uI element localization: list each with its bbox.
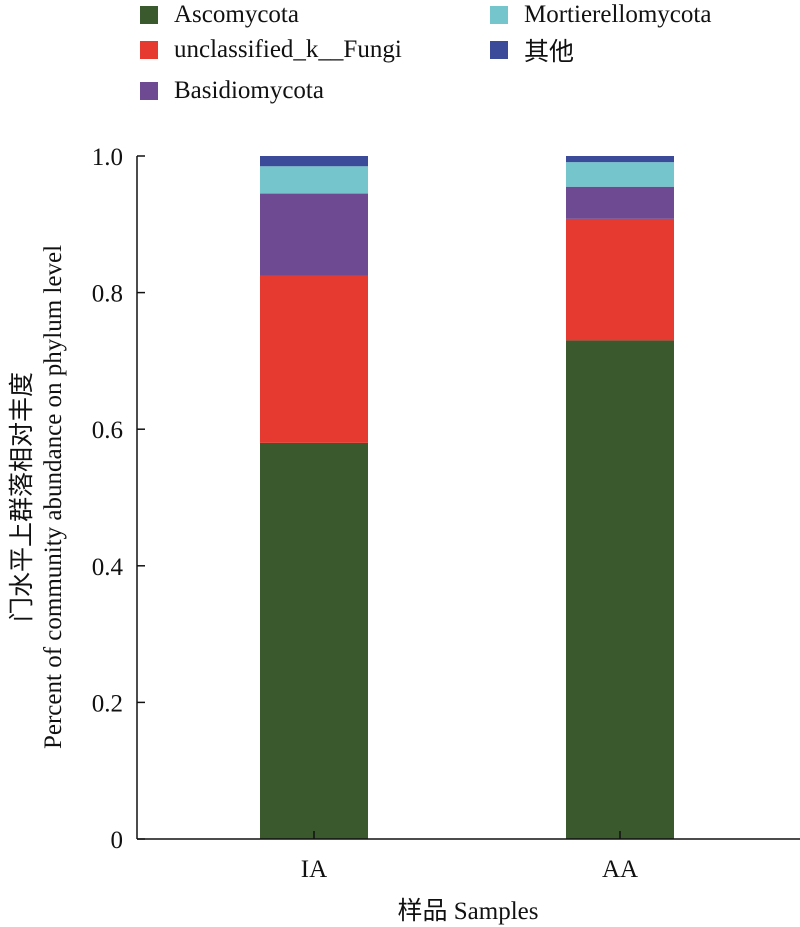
y-ticks-group: 0 0.2 0.4 0.6 0.8 1.0 xyxy=(92,144,145,854)
bar-segment-ia-4 xyxy=(260,156,368,167)
y-axis-title-cn: 门水平上群落相对丰度 xyxy=(8,372,36,622)
legend-item-unclassified-fungi: unclassified_k__Fungi xyxy=(140,35,402,65)
legend-item-ascomycota: Ascomycota xyxy=(140,0,299,30)
bar-segment-ia-0 xyxy=(260,442,368,839)
y-tick-label: 0.8 xyxy=(92,281,123,308)
legend-swatch-unclassified-fungi xyxy=(140,41,158,59)
y-axis-title-en: Percent of community abundance on phylum… xyxy=(40,245,67,749)
legend-item-mortierellomycota: Mortierellomycota xyxy=(490,0,711,30)
x-ticks-group: IA AA xyxy=(301,831,638,883)
bar-segment-ia-2 xyxy=(260,193,368,276)
legend-swatch-other xyxy=(490,41,508,59)
bar-segment-aa-2 xyxy=(566,186,674,219)
y-tick-label: 0.6 xyxy=(92,417,123,444)
legend-item-basidiomycota: Basidiomycota xyxy=(140,76,324,106)
legend-swatch-ascomycota xyxy=(140,6,158,24)
legend-label-ascomycota: Ascomycota xyxy=(174,1,299,28)
bar-segment-ia-1 xyxy=(260,275,368,443)
bar-segment-aa-1 xyxy=(566,218,674,341)
bar-segment-aa-0 xyxy=(566,340,674,839)
bar-segment-aa-4 xyxy=(566,156,674,163)
legend: Ascomycota unclassified_k__Fungi Basidio… xyxy=(0,0,800,110)
y-tick-label: 0.2 xyxy=(92,690,123,717)
bar-segment-ia-3 xyxy=(260,166,368,194)
legend-label-basidiomycota: Basidiomycota xyxy=(174,77,324,104)
legend-label-unclassified-fungi: unclassified_k__Fungi xyxy=(174,36,402,63)
x-tick-label-ia: IA xyxy=(301,856,327,883)
y-tick-label: 1.0 xyxy=(92,144,123,171)
legend-swatch-basidiomycota xyxy=(140,82,158,100)
x-axis-title: 样品 Samples xyxy=(398,897,539,925)
legend-item-other: 其他 xyxy=(490,35,575,66)
y-tick-label: 0.4 xyxy=(92,554,124,581)
legend-label-mortierellomycota: Mortierellomycota xyxy=(524,1,712,28)
bars-group xyxy=(260,156,674,839)
bar-segment-aa-3 xyxy=(566,162,674,187)
x-tick-label-aa: AA xyxy=(602,856,638,883)
y-tick-label: 0 xyxy=(111,827,124,854)
legend-label-other: 其他 xyxy=(524,39,575,66)
legend-swatch-mortierellomycota xyxy=(490,6,508,24)
